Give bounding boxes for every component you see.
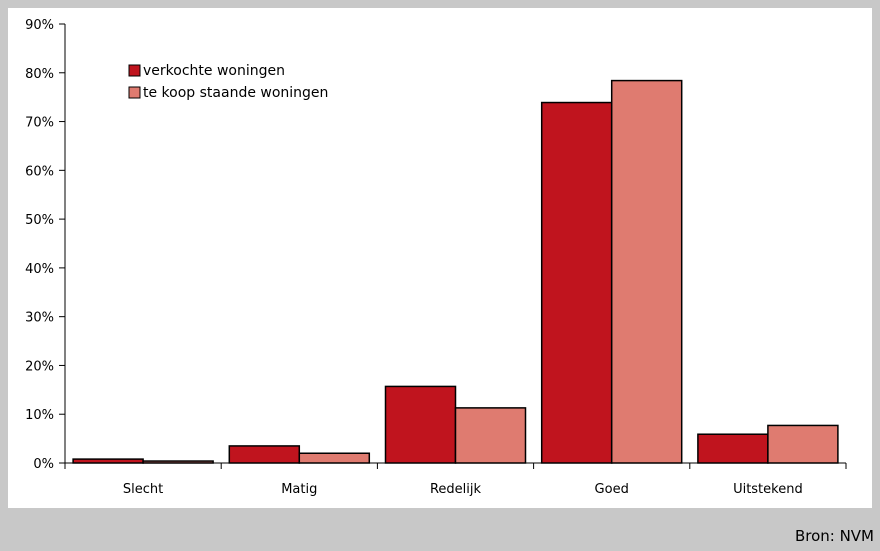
- bar-te-koop-matig: [298, 452, 371, 464]
- bar-te-koop-slecht: [142, 460, 214, 464]
- y-tick-label: 10%: [25, 408, 54, 423]
- plot-panel: 0% 10% 20% 30% 40% 50% 60% 70% 80% 90% Slecht Matig…: [8, 8, 872, 508]
- bar-verkochte-redelijk: [384, 385, 457, 464]
- bar-te-koop-uitstekend: [767, 424, 839, 464]
- x-tick-label: Redelijk: [430, 482, 482, 497]
- y-tick-label: 90%: [25, 18, 54, 33]
- legend-swatch: [128, 64, 141, 77]
- y-tick-label: 50%: [25, 213, 54, 228]
- legend-label: verkochte woningen: [143, 63, 285, 79]
- bar-chart: 0% 10% 20% 30% 40% 50% 60% 70% 80% 90% Slecht Matig…: [25, 18, 847, 497]
- y-tick-label: 70%: [25, 116, 54, 131]
- y-tick-label: 80%: [25, 67, 54, 82]
- x-tick-label: Slecht: [123, 482, 163, 497]
- x-tick-label: Uitstekend: [733, 482, 803, 497]
- y-tick-label: 0%: [33, 457, 54, 472]
- source-label: Bron: NVM: [794, 527, 874, 545]
- y-tick-label: 40%: [25, 262, 54, 277]
- bar-te-koop-redelijk: [454, 407, 527, 464]
- legend-label: te koop staande woningen: [143, 85, 328, 101]
- bar-verkochte-slecht: [72, 458, 144, 464]
- legend-swatch: [128, 86, 141, 99]
- bar-verkochte-uitstekend: [697, 433, 769, 464]
- y-tick-label: 60%: [25, 164, 54, 179]
- x-tick-label: Matig: [281, 482, 317, 497]
- y-tick-label: 30%: [25, 311, 54, 326]
- bar-verkochte-matig: [228, 445, 301, 464]
- bar-te-koop-goed: [610, 79, 683, 464]
- bar-verkochte-goed: [540, 101, 613, 464]
- x-tick-label: Goed: [595, 482, 629, 497]
- y-tick-label: 20%: [25, 359, 54, 374]
